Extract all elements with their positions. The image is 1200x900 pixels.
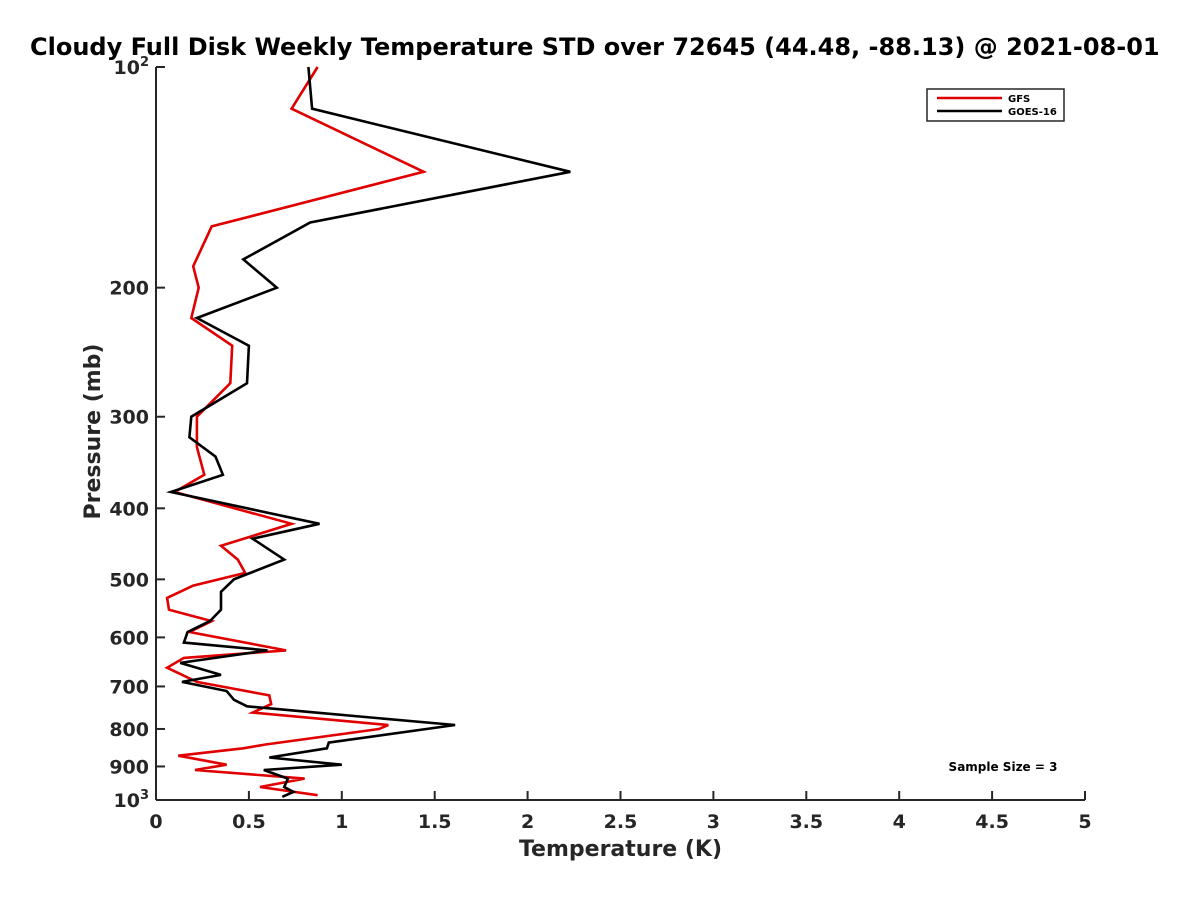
x-axis-label: Temperature (K): [519, 837, 722, 862]
x-tick-label: 0.5: [232, 811, 266, 833]
series-line-gfs: [164, 66, 428, 797]
y-tick-label: 600: [109, 627, 149, 649]
legend: GFS GOES-16: [926, 88, 1065, 122]
y-axis-ticks: 102 200 300 400 500 600 700 800 900 103: [109, 55, 165, 812]
y-tick-label: 400: [109, 498, 149, 520]
y-tick-label: 300: [109, 407, 149, 429]
x-tick-label: 3.5: [789, 811, 823, 833]
y-axis-label: Pressure (mb): [81, 344, 106, 520]
x-axis-ticks: 0 0.5 1 1.5 2 2.5 3 3.5 4 4.5 5: [149, 791, 1092, 833]
x-tick-label: 0: [149, 811, 162, 833]
x-tick-label: 2: [521, 811, 534, 833]
legend-box: [926, 88, 1065, 122]
y-tick-label: 800: [109, 719, 149, 741]
x-tick-label: 1: [335, 811, 348, 833]
y-tick-label: 102: [114, 55, 150, 79]
legend-label: GOES-16: [1008, 107, 1057, 118]
x-tick-label: 2.5: [604, 811, 638, 833]
plot-area: 0 0.5 1 1.5 2 2.5 3 3.5 4 4.5 5 102 200 300 400 500 600…: [109, 55, 1091, 833]
y-tick-label: 103: [114, 788, 150, 812]
x-tick-label: 4: [893, 811, 906, 833]
y-tick-label: 900: [109, 756, 149, 778]
x-tick-label: 4.5: [975, 811, 1009, 833]
x-tick-label: 1.5: [418, 811, 452, 833]
legend-items: GFS GOES-16: [937, 94, 1057, 118]
x-tick-label: 5: [1078, 811, 1091, 833]
y-tick-label: 700: [109, 676, 149, 698]
x-tick-label: 3: [707, 811, 720, 833]
y-tick-label: 200: [109, 278, 149, 300]
sample-size-annotation: Sample Size = 3: [949, 760, 1058, 774]
legend-label: GFS: [1008, 94, 1030, 105]
series-layer: [164, 66, 571, 798]
y-tick-label: 500: [109, 569, 149, 591]
chart-title: Cloudy Full Disk Weekly Temperature STD …: [30, 33, 1160, 61]
series-line-goes-16: [165, 66, 571, 798]
